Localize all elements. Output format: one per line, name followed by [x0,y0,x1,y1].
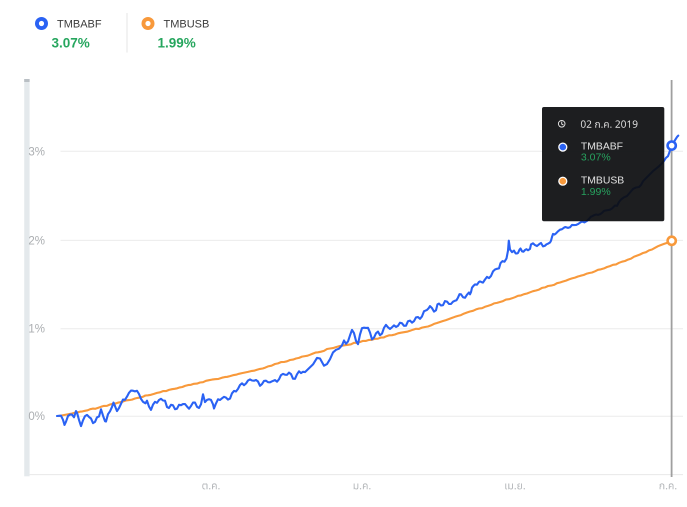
svg-text:TMBUSB: TMBUSB [581,175,624,186]
svg-text:2%: 2% [28,235,45,247]
svg-text:TMBABF: TMBABF [57,19,102,31]
svg-text:0%: 0% [28,411,45,423]
svg-text:3%: 3% [28,146,45,158]
svg-text:3.07%: 3.07% [581,151,611,163]
svg-text:TMBABF: TMBABF [581,141,623,152]
svg-text:3.07%: 3.07% [52,35,90,50]
svg-text:1.99%: 1.99% [158,35,196,50]
svg-text:TMBUSB: TMBUSB [164,19,210,31]
svg-text:1%: 1% [28,324,45,336]
svg-text:1.99%: 1.99% [581,186,611,198]
